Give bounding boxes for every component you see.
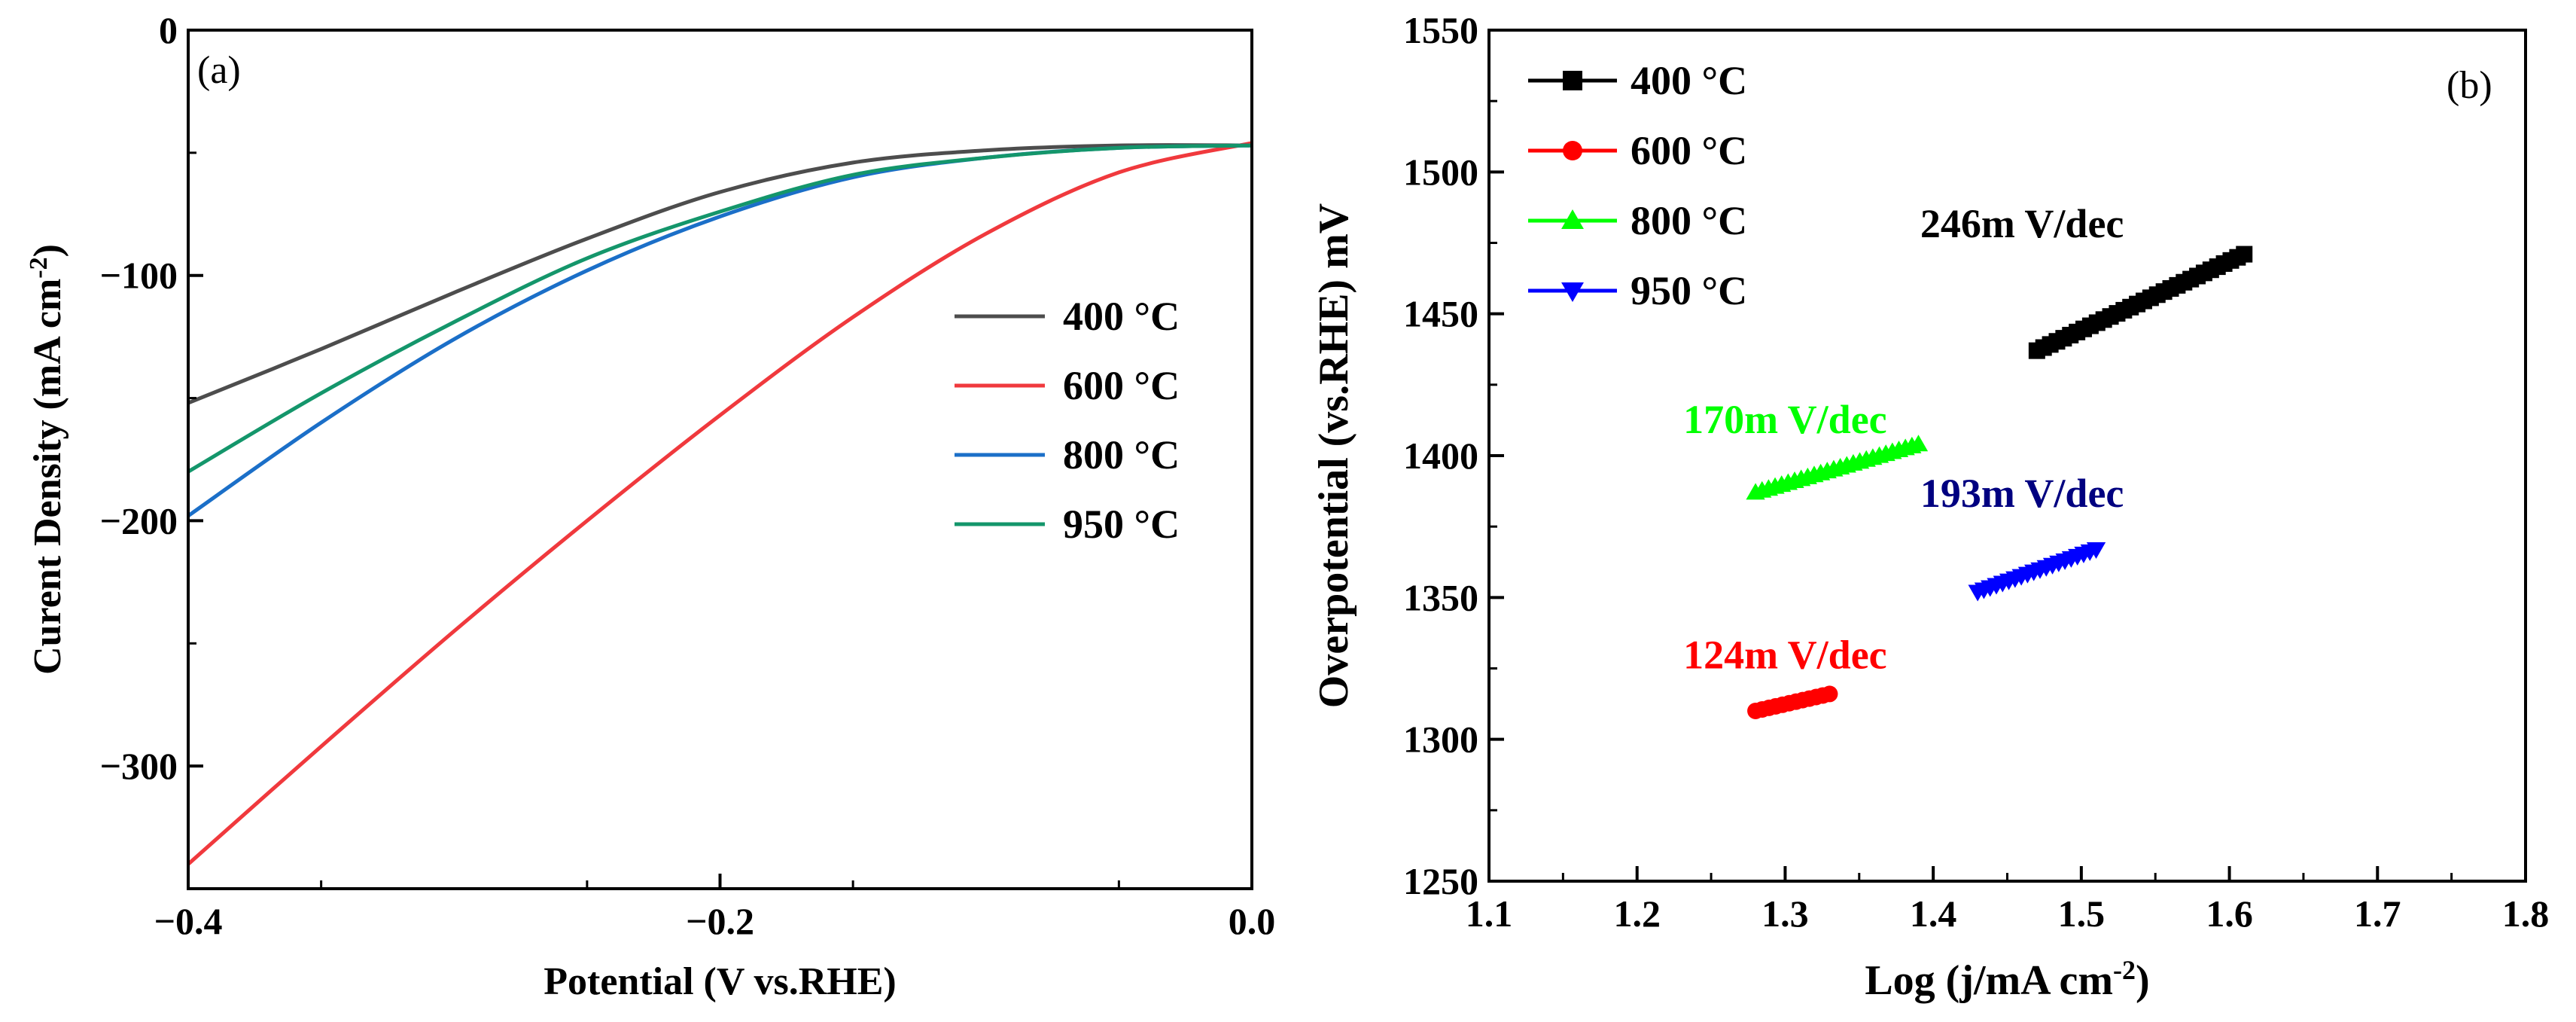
y-tick-label: 1250 xyxy=(1403,860,1478,902)
y-tick-label: 1450 xyxy=(1403,293,1478,335)
slope-annotation: 193m V/dec xyxy=(1920,471,2124,516)
panel-label-b: (b) xyxy=(2447,64,2492,107)
y-tick-label: −100 xyxy=(100,255,178,297)
legend-label: 950 °C xyxy=(1063,502,1180,547)
legend-label: 800 °C xyxy=(1063,432,1180,477)
chart-panel-a: −0.4 −0.2 0.0 0 −100 −200 −300 (a) Potential (… xyxy=(25,9,1275,1003)
y-tick-label: 1400 xyxy=(1403,435,1478,477)
legend-b: 400 °C 600 °C 800 °C 950 °C xyxy=(1528,58,1747,313)
y-tick-label: 1300 xyxy=(1403,718,1478,761)
series-lines-a xyxy=(187,141,1253,866)
chart-panel-b: 1.1 1.2 1.3 1.4 1.5 1.6 1.7 1.8 1250 1300 1350 1400… xyxy=(1311,9,2549,1004)
data-point xyxy=(2236,246,2253,263)
legend-a: 400 °C 600 °C 800 °C 950 °C xyxy=(955,294,1180,547)
data-point xyxy=(2086,542,2106,559)
x-axis-label-a: Potential (V vs.RHE) xyxy=(544,960,896,1003)
legend-label: 800 °C xyxy=(1631,198,1747,243)
y-tick-label: 0 xyxy=(159,9,178,51)
axis-ticks-a: −0.4 −0.2 0.0 0 −100 −200 −300 xyxy=(100,9,1276,942)
y-tick-label: −300 xyxy=(100,745,178,787)
x-tick-label: 1.8 xyxy=(2502,892,2550,935)
series-line-2 xyxy=(187,141,1253,866)
x-tick-label: 1.4 xyxy=(1910,892,1957,935)
legend-marker xyxy=(1561,209,1584,230)
legend-marker xyxy=(1561,282,1584,302)
y-tick-label: 1350 xyxy=(1403,576,1478,618)
x-tick-label: 1.2 xyxy=(1613,892,1661,935)
data-point xyxy=(1821,685,1838,703)
legend-marker xyxy=(1563,141,1582,160)
x-tick-label: 1.7 xyxy=(2354,892,2401,935)
legend-marker xyxy=(1563,71,1582,90)
y-tick-label: −200 xyxy=(100,499,178,542)
legend-label: 400 °C xyxy=(1063,294,1180,339)
y-tick-label: 1550 xyxy=(1403,9,1478,51)
series-line-1 xyxy=(187,143,1253,405)
legend-label: 600 °C xyxy=(1063,363,1180,408)
slope-annotation: 246m V/dec xyxy=(1920,201,2124,246)
x-tick-label: −0.4 xyxy=(154,900,223,942)
x-axis-label-b: Log (j/mA cm-2) xyxy=(1865,955,2149,1004)
y-tick-label: 1500 xyxy=(1403,151,1478,193)
slope-annotation: 170m V/dec xyxy=(1683,397,1886,442)
axis-ticks-b: 1.1 1.2 1.3 1.4 1.5 1.6 1.7 1.8 1250 1300 1350 1400… xyxy=(1403,9,2549,935)
panel-label-a: (a) xyxy=(197,49,241,92)
legend-label: 600 °C xyxy=(1631,128,1747,173)
x-tick-label: −0.2 xyxy=(686,900,754,942)
x-tick-label: 1.3 xyxy=(1761,892,1809,935)
x-tick-label: 1.5 xyxy=(2058,892,2106,935)
x-tick-label: 0.0 xyxy=(1229,900,1276,942)
slope-annotations-b: 246m V/dec 170m V/dec 193m V/dec 124m V/dec xyxy=(1683,201,2124,678)
legend-label: 950 °C xyxy=(1631,268,1747,313)
x-tick-label: 1.6 xyxy=(2206,892,2253,935)
series-line-4 xyxy=(187,143,1253,474)
data-point xyxy=(1908,435,1929,452)
series-points-b xyxy=(1746,246,2253,719)
y-axis-label-b: Overpotential (vs.RHE) mV xyxy=(1311,203,1357,708)
x-tick-label: 1.1 xyxy=(1466,892,1513,935)
y-axis-label-a: Curent Density (mA cm-2) xyxy=(25,244,69,675)
legend-label: 400 °C xyxy=(1631,58,1747,103)
slope-annotation: 124m V/dec xyxy=(1683,633,1886,678)
